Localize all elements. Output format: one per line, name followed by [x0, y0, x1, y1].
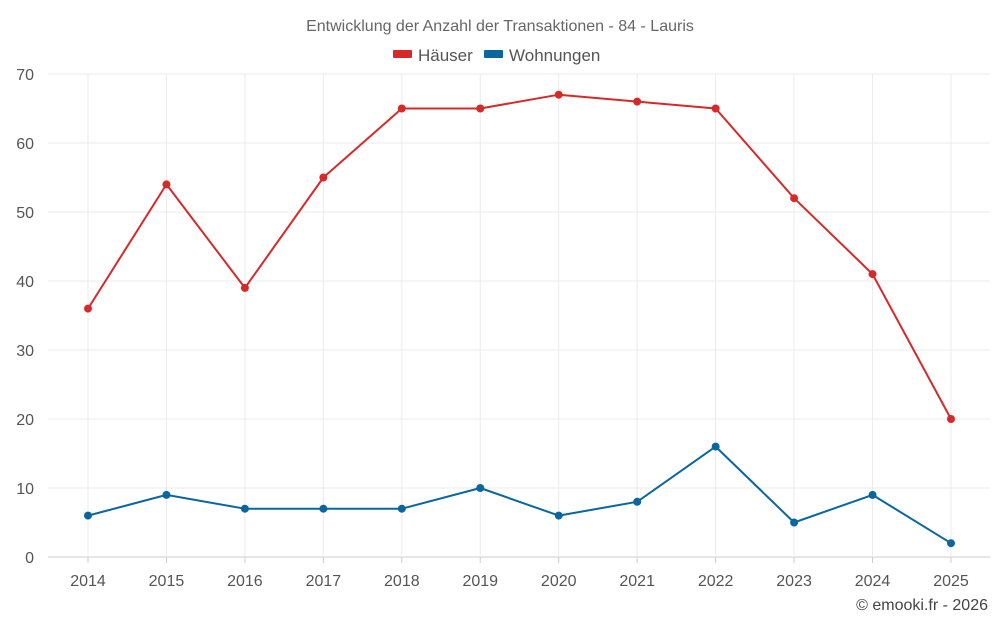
credit-text: © emooki.fr - 2026: [856, 597, 988, 614]
x-tick-label: 2023: [776, 573, 812, 590]
legend-swatch-wohnungen: [484, 50, 503, 58]
chart-title: Entwicklung der Anzahl der Transaktionen…: [306, 18, 694, 35]
data-point-wohnungen[interactable]: [162, 490, 171, 499]
legend: Häuser Wohnungen: [393, 46, 600, 65]
y-tick-label: 20: [16, 412, 34, 429]
x-tick-label: 2021: [619, 573, 655, 590]
data-point-haeuser[interactable]: [476, 104, 485, 113]
x-tick-label: 2015: [149, 573, 185, 590]
data-point-haeuser[interactable]: [554, 90, 563, 99]
legend-label-haeuser: Häuser: [418, 46, 473, 65]
legend-item-wohnungen[interactable]: Wohnungen: [484, 46, 600, 65]
data-point-wohnungen[interactable]: [868, 490, 877, 499]
x-tick-label: 2016: [227, 573, 263, 590]
data-point-wohnungen[interactable]: [476, 484, 485, 492]
data-point-wohnungen[interactable]: [240, 504, 249, 513]
series-layer: [84, 90, 955, 548]
data-point-wohnungen[interactable]: [947, 539, 955, 548]
x-tick-label: 2025: [933, 573, 969, 590]
x-tick-label: 2014: [70, 573, 106, 590]
data-point-haeuser[interactable]: [240, 283, 249, 292]
legend-label-wohnungen: Wohnungen: [509, 46, 600, 65]
x-axis-ticks: 2014 2015 2016 2017 2018 2019 2020 2021 2022 2023…: [70, 557, 969, 590]
gridlines: [48, 73, 990, 558]
y-tick-label: 40: [16, 274, 34, 291]
y-tick-label: 60: [16, 136, 34, 153]
data-point-haeuser[interactable]: [319, 173, 328, 182]
x-tick-label: 2022: [698, 573, 734, 590]
legend-item-haeuser[interactable]: Häuser: [393, 46, 473, 65]
y-axis-ticks: 0 10 20 30 40 50 60 70: [16, 67, 34, 567]
x-tick-label: 2018: [384, 573, 420, 590]
x-tick-label: 2019: [462, 573, 498, 590]
data-point-haeuser[interactable]: [790, 194, 799, 203]
data-point-haeuser[interactable]: [947, 415, 955, 423]
data-point-wohnungen[interactable]: [633, 497, 642, 506]
data-point-haeuser[interactable]: [633, 97, 642, 106]
y-tick-label: 70: [16, 67, 34, 84]
data-point-wohnungen[interactable]: [790, 518, 799, 527]
y-tick-label: 10: [16, 481, 34, 498]
legend-swatch-haeuser: [393, 50, 412, 58]
data-point-haeuser[interactable]: [84, 304, 92, 313]
x-tick-label: 2020: [541, 573, 577, 590]
data-point-haeuser[interactable]: [162, 180, 171, 189]
data-point-haeuser[interactable]: [868, 270, 877, 279]
data-point-wohnungen[interactable]: [711, 442, 720, 451]
x-tick-label: 2017: [306, 573, 342, 590]
y-tick-label: 0: [25, 550, 34, 567]
series-line-wohnungen: [87, 445, 952, 545]
series-line-haeuser: [87, 93, 952, 420]
data-point-haeuser[interactable]: [711, 104, 720, 113]
x-tick-label: 2024: [855, 573, 891, 590]
y-tick-label: 30: [16, 343, 34, 360]
data-point-wohnungen[interactable]: [397, 504, 406, 513]
y-tick-label: 50: [16, 205, 34, 222]
data-point-wohnungen[interactable]: [319, 504, 328, 513]
data-point-wohnungen[interactable]: [554, 511, 563, 520]
data-point-haeuser[interactable]: [397, 104, 406, 113]
data-point-wohnungen[interactable]: [84, 511, 92, 520]
